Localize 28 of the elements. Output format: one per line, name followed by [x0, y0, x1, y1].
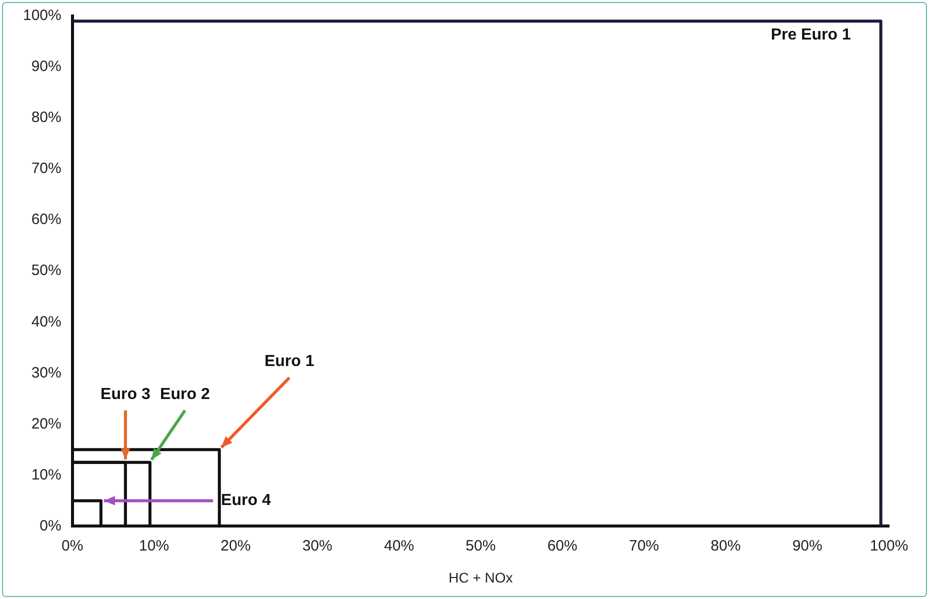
x-tick-label: 40%: [384, 537, 414, 554]
y-tick-label: 50%: [31, 262, 62, 280]
x-tick-label: 90%: [792, 537, 822, 554]
x-tick-label: 100%: [870, 537, 908, 554]
annotation: Euro 2: [160, 386, 210, 403]
x-tick-label: 10%: [139, 537, 170, 554]
x-axis-title: HC + NOx: [448, 569, 513, 586]
y-tick-label: 0%: [40, 517, 62, 534]
y-tick-label: 60%: [31, 211, 62, 228]
annotation: Euro 1: [264, 353, 314, 370]
x-tick-label: 20%: [220, 537, 251, 554]
y-tick-label: 40%: [31, 313, 62, 330]
x-tick-label: 80%: [710, 537, 741, 554]
y-tick-label: 70%: [31, 160, 62, 178]
y-tick-label: 100%: [22, 7, 62, 24]
x-tick-label: 70%: [628, 537, 660, 554]
y-tick-label: 10%: [31, 466, 62, 484]
annotation: Euro 4: [221, 492, 271, 510]
x-tick-label: 30%: [302, 537, 332, 554]
x-tick-label: 0%: [62, 537, 84, 554]
y-tick-label: 80%: [31, 109, 62, 126]
x-tick-label: 50%: [466, 537, 496, 554]
annotation: Pre Euro 1: [770, 26, 851, 44]
y-tick-label: 20%: [31, 415, 62, 432]
y-tick-label: 30%: [31, 364, 62, 382]
x-tick-label: 60%: [547, 537, 578, 554]
annotation: Euro 3: [100, 386, 150, 403]
y-tick-label: 90%: [31, 58, 62, 76]
